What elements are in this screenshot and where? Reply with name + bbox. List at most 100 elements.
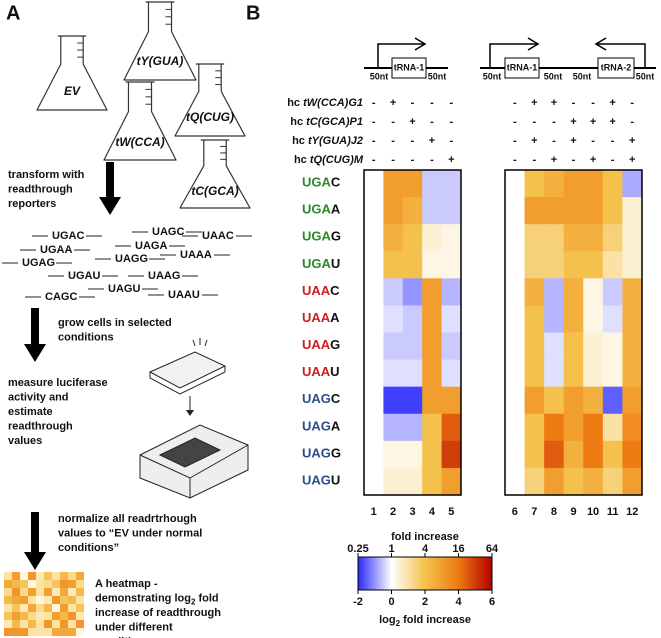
step-text: conditions”: [58, 542, 119, 554]
heatmap-cell: [602, 440, 623, 469]
thumb-cell: [60, 620, 68, 628]
reporter-codon: UAAU: [168, 289, 200, 301]
colorbar: [357, 556, 493, 591]
codon-base: U: [331, 473, 340, 488]
process-arrow: [24, 512, 46, 570]
heatmap-cell: [563, 170, 584, 198]
heatmap-cell: [583, 359, 604, 388]
heatmap-cell: [524, 386, 545, 415]
heatmap-cell: [505, 197, 525, 225]
codon-stop: UAA: [302, 310, 331, 325]
thumb-cell: [12, 620, 20, 628]
caption-line: demonstrating log2 fold: [95, 592, 219, 606]
heatmap-cell: [364, 251, 384, 279]
trna-label: tRNA-1: [394, 62, 425, 72]
thumb-cell: [4, 596, 12, 604]
condition-sign: -: [391, 135, 395, 147]
reporter-codon: UGAC: [52, 230, 84, 242]
promoter-head: [527, 37, 540, 51]
condition-sign: +: [531, 135, 537, 147]
heatmap-cell: [364, 467, 384, 496]
thumb-cell: [76, 588, 84, 596]
heatmap-cell: [602, 278, 623, 306]
caption-text: fold: [195, 592, 218, 604]
process-arrow: [24, 308, 46, 362]
heatmap-cell: [524, 251, 545, 279]
heatmap-cell: [622, 170, 643, 198]
heatmap-cell: [583, 224, 604, 252]
heatmap-cell: [364, 305, 384, 333]
heatmap-cell: [524, 440, 545, 469]
condition-sign: -: [533, 116, 537, 128]
step-text: measure luciferase: [8, 377, 108, 389]
heatmap-cell: [383, 413, 404, 442]
thumb-cell: [52, 596, 60, 604]
thumb-cell: [28, 604, 36, 612]
log-tick-label: 6: [489, 596, 495, 608]
condition-sign: -: [611, 135, 615, 147]
condition-label: hc tW(CCA)G1: [287, 97, 363, 109]
heatmap-cell: [563, 440, 584, 469]
step-text: values to “EV under normal: [58, 527, 202, 539]
heatmap-cell: [524, 278, 545, 306]
heatmap-cell: [364, 170, 384, 198]
thumb-cell: [4, 612, 12, 620]
heatmap-cell: [622, 278, 643, 306]
heatmap-cell: [544, 386, 565, 415]
heatmap-cell: [383, 251, 404, 279]
heatmap-cell: [383, 440, 404, 469]
heatmap-cell: [622, 467, 643, 496]
column-number: 2: [390, 506, 396, 518]
condition-label: hc tC(GCA)P1: [290, 116, 363, 128]
thumb-cell: [20, 588, 28, 596]
colorbar-label: log2 fold increase: [379, 614, 471, 628]
condition-sign: -: [411, 154, 415, 166]
heatmap-cell: [505, 224, 525, 252]
thumb-cell: [4, 572, 12, 580]
heatmap-cell: [544, 413, 565, 442]
reporter-codon: UAGU: [108, 283, 140, 295]
condition-sign: +: [609, 116, 615, 128]
promoter-arrow: [377, 43, 425, 68]
small-arrow-head: [186, 410, 194, 416]
fold-tick-label: 0.25: [347, 543, 368, 555]
condition-sign: -: [449, 116, 453, 128]
codon-stop: UGA: [302, 202, 332, 217]
thumb-cell: [44, 612, 52, 620]
codon-stop: UGA: [302, 229, 332, 244]
thumb-cell: [52, 628, 60, 636]
heatmap-cell: [364, 440, 384, 469]
step-text: activity and: [8, 391, 69, 403]
thumb-cell: [76, 596, 84, 604]
heatmap-cell: [441, 413, 462, 442]
column-number: 9: [570, 506, 576, 518]
thumb-cell: [20, 612, 28, 620]
heatmap-cell: [524, 332, 545, 360]
condition-sign: +: [448, 154, 454, 166]
column-number: 4: [429, 506, 436, 518]
heatmap-cell: [524, 467, 545, 496]
heatmap-cell: [402, 278, 423, 306]
heatmap-cell: [524, 305, 545, 333]
thumb-cell: [20, 628, 28, 636]
condition-sign: -: [513, 154, 517, 166]
thumb-cell: [36, 596, 44, 604]
column-number: 11: [607, 506, 619, 518]
heatmap-cell: [441, 386, 462, 415]
thumb-cell: [44, 588, 52, 596]
step-text: readthrough: [8, 183, 73, 195]
heatmap-cell: [544, 440, 565, 469]
thumb-cell: [4, 604, 12, 612]
codon-label: UAAG: [302, 337, 340, 352]
trna-label: tRNA-1: [507, 62, 538, 72]
flask-label: tC(GCA): [191, 184, 238, 198]
thumb-cell: [12, 596, 20, 604]
heatmap-cell: [544, 197, 565, 225]
fold-tick-label: 4: [422, 543, 429, 555]
heatmap-cell: [583, 278, 604, 306]
condition-sign: -: [372, 116, 376, 128]
thumb-cell: [44, 628, 52, 636]
heatmap-cell: [402, 224, 423, 252]
heatmap-cell: [583, 332, 604, 360]
heatmap-cell: [544, 170, 565, 198]
